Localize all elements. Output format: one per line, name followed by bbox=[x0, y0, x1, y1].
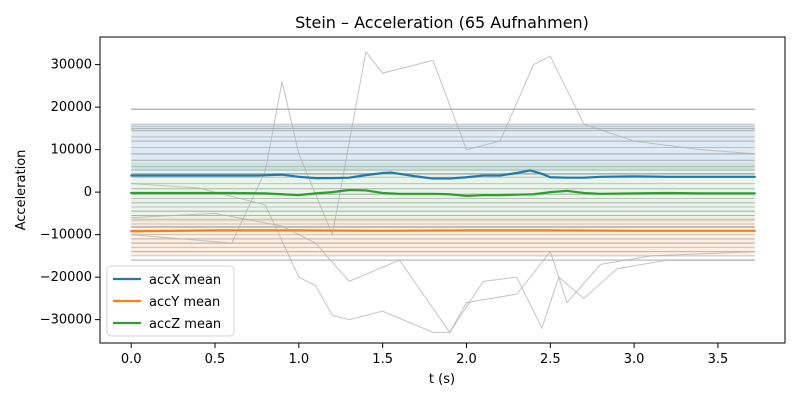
x-axis-label: t (s) bbox=[429, 372, 455, 387]
y-tick-label: −20000 bbox=[40, 270, 92, 285]
y-tick-label: 20000 bbox=[51, 100, 92, 115]
x-tick-label: 3.5 bbox=[708, 352, 729, 367]
x-tick-label: 3.0 bbox=[624, 352, 645, 367]
recording-trace bbox=[131, 183, 755, 333]
x-tick-label: 0.0 bbox=[121, 352, 142, 367]
plot-area bbox=[130, 50, 756, 334]
x-axis: 0.0 0.5 1.0 1.5 2.0 2.5 3.0 3.5 bbox=[121, 343, 728, 367]
y-axis-label: Acceleration bbox=[14, 150, 29, 231]
series-line-0 bbox=[130, 169, 756, 180]
x-tick-label: 1.5 bbox=[372, 352, 393, 367]
x-tick-label: 1.0 bbox=[288, 352, 309, 367]
legend-label: accZ mean bbox=[149, 317, 221, 332]
series-line-1 bbox=[130, 229, 756, 233]
y-axis: −30000 −20000 −10000 0 10000 20000 30000 bbox=[40, 58, 100, 328]
y-tick-label: 0 bbox=[84, 185, 92, 200]
series-lines bbox=[130, 169, 756, 233]
recording-trace bbox=[131, 50, 755, 244]
x-tick-label: 2.0 bbox=[456, 352, 477, 367]
y-tick-label: 30000 bbox=[51, 58, 92, 73]
recording-trace bbox=[131, 212, 755, 334]
legend: accX mean accY mean accZ mean bbox=[106, 265, 235, 337]
series-line-2 bbox=[130, 188, 756, 198]
axes-frame bbox=[99, 36, 786, 344]
legend-label: accX mean bbox=[149, 273, 221, 288]
accy-envelope-band bbox=[131, 217, 755, 256]
y-tick-label: 10000 bbox=[51, 143, 92, 158]
chart-title: Stein – Acceleration (65 Aufnahmen) bbox=[295, 13, 589, 32]
recording-traces-group bbox=[131, 50, 755, 334]
legend-box bbox=[106, 265, 235, 337]
y-tick-label: −10000 bbox=[40, 228, 92, 243]
x-tick-label: 2.5 bbox=[540, 352, 561, 367]
y-tick-label: −30000 bbox=[40, 313, 92, 328]
legend-label: accY mean bbox=[149, 295, 220, 310]
x-tick-label: 0.5 bbox=[205, 352, 226, 367]
